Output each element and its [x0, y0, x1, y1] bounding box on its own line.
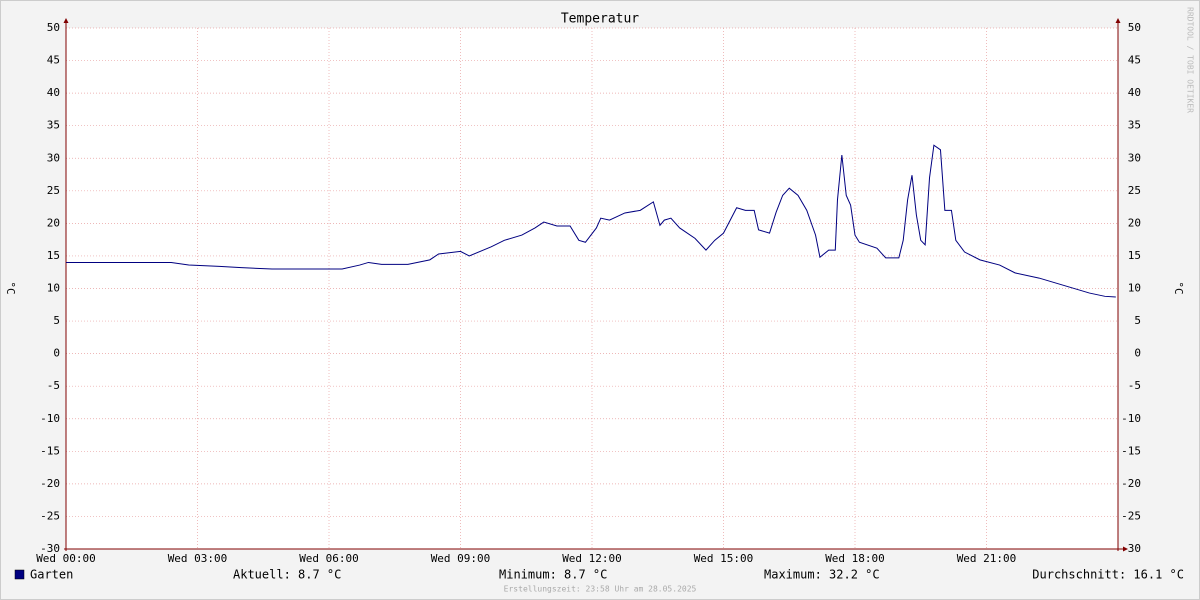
- y2-tick-label: -5: [1128, 379, 1141, 392]
- y-tick-label: 45: [47, 54, 60, 67]
- y-tick-label: 30: [47, 151, 60, 164]
- y2-tick-label: -10: [1121, 412, 1141, 425]
- y2-axis-label: °C: [1172, 281, 1185, 294]
- y2-tick-label: -25: [1121, 509, 1141, 522]
- y2-tick-label: 15: [1128, 249, 1141, 262]
- y2-tick-label: 30: [1128, 151, 1141, 164]
- y-tick-label: 50: [47, 21, 60, 34]
- legend-entry: Garten: [30, 568, 73, 582]
- y2-tick-label: 10: [1128, 282, 1141, 295]
- y-axis-label: °C: [4, 281, 17, 294]
- y-tick-label: 35: [47, 119, 60, 132]
- y-tick-label: -20: [40, 477, 60, 490]
- y2-tick-label: 35: [1128, 119, 1141, 132]
- y-tick-label: 10: [47, 282, 60, 295]
- y-tick-label: 15: [47, 249, 60, 262]
- legend-swatch: [14, 569, 25, 580]
- legend-stat: Durchschnitt: 16.1 °C: [1032, 568, 1184, 582]
- x-tick-label: Wed 21:00: [957, 552, 1017, 565]
- footer: Erstellungszeit: 23:58 Uhr am 28.05.2025: [504, 585, 697, 594]
- y2-tick-label: -15: [1121, 444, 1141, 457]
- y-tick-label: -10: [40, 412, 60, 425]
- y-tick-label: -30: [40, 542, 60, 555]
- y-tick-label: 0: [53, 347, 60, 360]
- legend-stat: Minimum: 8.7 °C: [499, 568, 607, 582]
- y2-tick-label: 20: [1128, 216, 1141, 229]
- y2-tick-label: 40: [1128, 86, 1141, 99]
- y2-tick-label: 5: [1134, 314, 1141, 327]
- x-tick-label: Wed 00:00: [36, 552, 96, 565]
- y-tick-label: -5: [47, 379, 60, 392]
- y-tick-label: 25: [47, 184, 60, 197]
- y-tick-label: 40: [47, 86, 60, 99]
- watermark: RRDTOOL / TOBI OETIKER: [1186, 7, 1195, 113]
- y2-tick-label: 45: [1128, 54, 1141, 67]
- y-tick-label: -15: [40, 444, 60, 457]
- y2-tick-label: 0: [1134, 347, 1141, 360]
- data-line: [66, 144, 1116, 298]
- y2-tick-label: 25: [1128, 184, 1141, 197]
- y-tick-label: -25: [40, 509, 60, 522]
- x-tick-label: Wed 15:00: [694, 552, 754, 565]
- axis-arrow: [63, 18, 69, 23]
- x-tick-label: Wed 09:00: [431, 552, 491, 565]
- y2-tick-label: -20: [1121, 477, 1141, 490]
- x-tick-label: Wed 03:00: [168, 552, 228, 565]
- y-tick-label: 20: [47, 216, 60, 229]
- x-tick-label: Wed 18:00: [825, 552, 885, 565]
- axis-arrow: [1123, 546, 1128, 552]
- y2-tick-label: -30: [1121, 542, 1141, 555]
- legend-stat: Aktuell: 8.7 °C: [233, 568, 341, 582]
- x-tick-label: Wed 06:00: [299, 552, 359, 565]
- axis-arrow: [1115, 18, 1121, 23]
- y-tick-label: 5: [53, 314, 60, 327]
- y2-tick-label: 50: [1128, 21, 1141, 34]
- chart-title: Temperatur: [561, 12, 639, 27]
- legend-stat: Maximum: 32.2 °C: [764, 568, 880, 582]
- x-tick-label: Wed 12:00: [562, 552, 622, 565]
